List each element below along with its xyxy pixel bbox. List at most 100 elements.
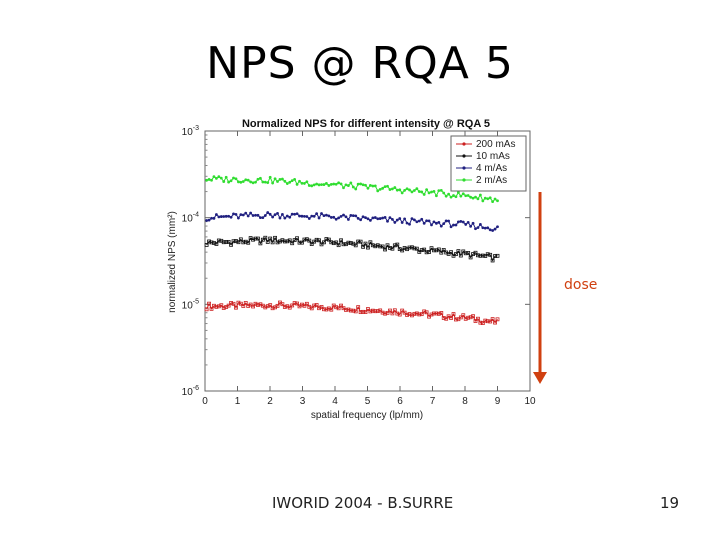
data-point — [215, 177, 218, 180]
data-point — [493, 197, 497, 201]
data-point — [227, 214, 231, 218]
data-point — [447, 219, 451, 223]
series-0 — [204, 300, 500, 326]
data-point — [459, 194, 463, 198]
x-axis-label: spatial frequency (lp/mm) — [311, 410, 423, 421]
data-point — [339, 303, 343, 308]
data-point — [373, 244, 378, 249]
data-point — [415, 187, 419, 191]
data-point — [312, 183, 316, 187]
data-point — [287, 305, 292, 310]
data-point — [388, 188, 392, 191]
data-point — [239, 213, 243, 216]
data-point — [381, 186, 385, 190]
data-point — [390, 246, 395, 251]
data-point — [329, 240, 334, 245]
data-point — [278, 216, 282, 220]
data-point — [280, 212, 284, 216]
data-point — [481, 226, 485, 230]
data-point — [222, 215, 226, 218]
data-point — [273, 213, 277, 217]
data-point — [317, 216, 321, 220]
data-point — [422, 221, 426, 225]
data-point — [417, 219, 421, 223]
data-point — [485, 319, 490, 324]
data-point — [305, 215, 309, 218]
data-point — [334, 217, 338, 221]
data-point — [380, 310, 385, 315]
data-point — [429, 312, 434, 317]
data-point — [315, 182, 319, 186]
data-point — [293, 212, 297, 216]
data-point — [280, 177, 284, 181]
data-point — [454, 223, 458, 227]
data-point — [232, 212, 235, 216]
data-point — [329, 216, 333, 219]
data-point — [432, 190, 436, 193]
data-point — [320, 183, 323, 186]
data-point — [412, 311, 417, 316]
legend-label: 10 mAs — [476, 151, 510, 162]
legend-marker — [462, 154, 466, 158]
data-point — [219, 303, 224, 308]
data-point — [336, 306, 341, 311]
data-point — [322, 183, 326, 186]
data-point — [405, 187, 409, 191]
data-point — [363, 310, 368, 314]
data-point — [481, 199, 485, 203]
data-point — [476, 316, 480, 321]
data-point — [476, 253, 480, 258]
data-point — [454, 195, 458, 199]
data-point — [288, 180, 292, 184]
data-point — [368, 183, 372, 187]
data-point — [243, 239, 248, 244]
data-point — [204, 243, 209, 247]
data-point — [234, 213, 238, 216]
data-point — [422, 309, 427, 314]
data-point — [300, 240, 304, 245]
data-point — [429, 246, 434, 251]
data-point — [395, 218, 399, 222]
data-point — [239, 180, 243, 184]
data-point — [287, 238, 292, 243]
data-point — [398, 217, 402, 220]
data-point — [273, 235, 277, 240]
data-point — [259, 176, 262, 180]
data-point — [478, 193, 482, 197]
data-point — [322, 240, 326, 245]
data-point — [378, 244, 383, 249]
data-point — [419, 312, 424, 317]
data-point — [214, 242, 219, 246]
data-point — [388, 308, 392, 313]
x-tick-label: 6 — [397, 396, 403, 407]
data-point — [478, 223, 482, 226]
data-point — [471, 221, 475, 225]
data-point — [468, 255, 473, 260]
data-point — [410, 217, 414, 221]
data-point — [468, 315, 473, 320]
data-point — [334, 305, 339, 310]
x-tick-label: 7 — [430, 396, 436, 407]
data-point — [491, 200, 495, 204]
data-point — [424, 250, 429, 255]
data-point — [263, 214, 267, 217]
data-point — [268, 212, 272, 216]
data-point — [344, 183, 348, 187]
data-point — [383, 311, 387, 316]
data-point — [491, 229, 495, 232]
data-point — [342, 213, 345, 217]
data-point — [368, 240, 373, 245]
data-point — [339, 214, 343, 218]
data-point — [251, 214, 255, 217]
data-point — [227, 180, 231, 184]
data-point — [212, 175, 216, 179]
data-point — [329, 307, 334, 312]
data-point — [212, 241, 216, 245]
data-point — [454, 317, 458, 322]
series-2 — [205, 211, 499, 232]
data-point — [378, 308, 383, 313]
data-point — [326, 237, 331, 242]
data-point — [238, 237, 243, 242]
data-point — [212, 216, 216, 220]
data-point — [344, 307, 348, 312]
